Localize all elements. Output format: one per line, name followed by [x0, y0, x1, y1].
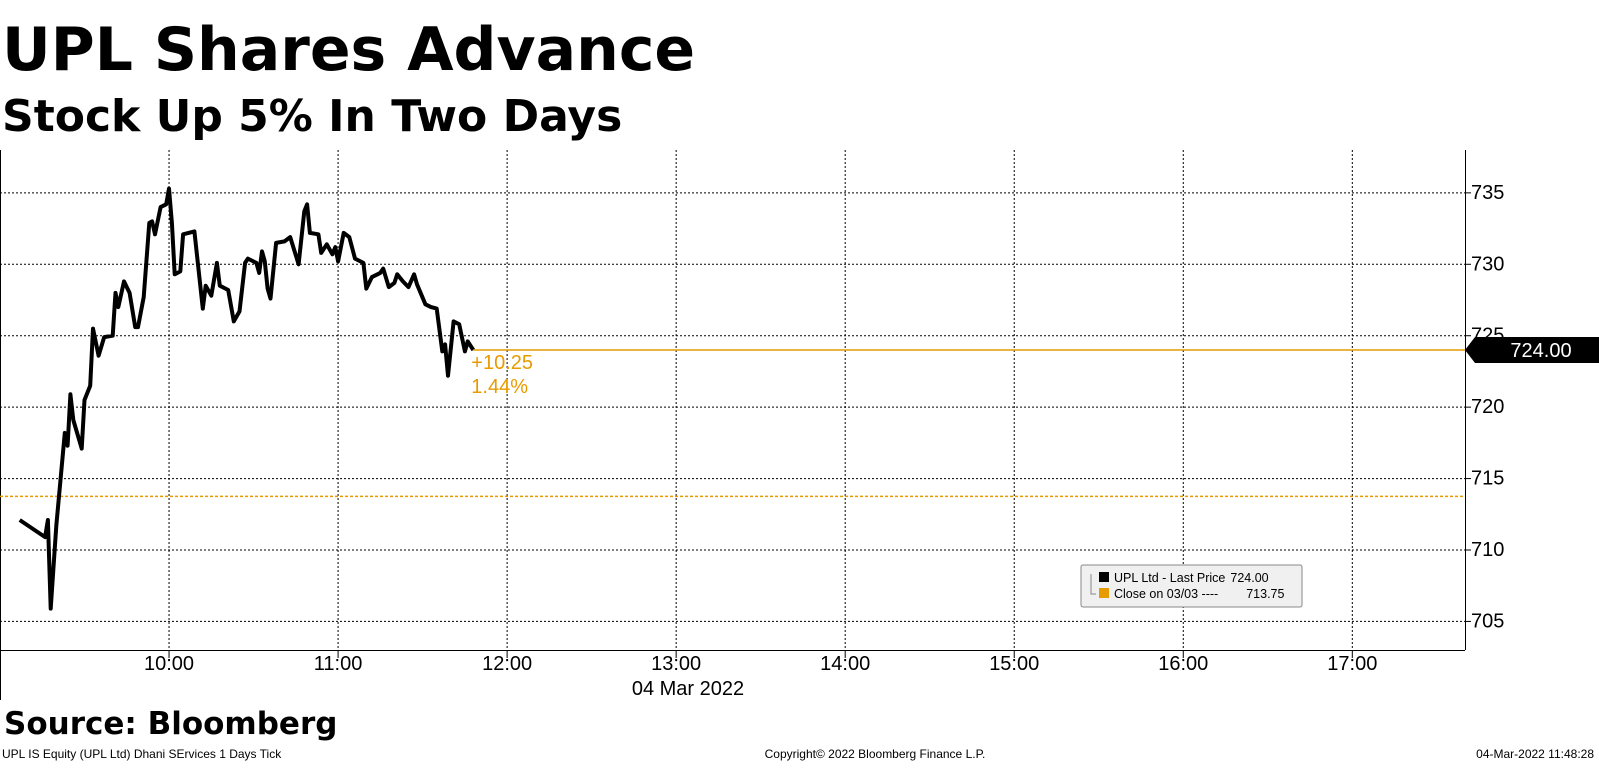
y-tick-label: 735 [1471, 182, 1504, 204]
y-tick-label: 720 [1471, 396, 1504, 418]
legend-name: Close on 03/03 ---- [1114, 587, 1218, 601]
change-label: +10.25 [471, 352, 533, 374]
legend-swatch [1099, 572, 1109, 582]
last-price-box [1465, 337, 1599, 363]
source: Source: Bloomberg [4, 706, 337, 742]
legend-swatch [1099, 588, 1109, 598]
price-line [18, 186, 475, 611]
footer-right: 04-Mar-2022 11:48:28 [1476, 747, 1594, 761]
footer-center: Copyright© 2022 Bloomberg Finance L.P. [765, 747, 986, 761]
legend-entry: UPL Ltd - Last Price 724.00 [1114, 571, 1269, 585]
x-tick-label: 17:00 [1327, 653, 1377, 675]
change-pct-label: 1.44% [471, 376, 528, 398]
x-tick-label: 15:00 [989, 653, 1039, 675]
x-tick-label: 10:00 [144, 653, 194, 675]
legend-tree [1090, 574, 1096, 595]
y-tick-label: 715 [1471, 468, 1504, 490]
x-tick-label: 12:00 [482, 653, 532, 675]
legend-entry: Close on 03/03 ---- 713.75 [1114, 587, 1284, 601]
chart-subtitle: Stock Up 5% In Two Days [2, 91, 622, 142]
legend-value: 724.00 [1230, 571, 1268, 585]
legend-value: 713.75 [1246, 587, 1284, 601]
last-price-label: 724.00 [1510, 340, 1571, 362]
y-tick-label: 705 [1471, 610, 1504, 632]
x-axis-label: 04 Mar 2022 [632, 678, 744, 700]
legend-box [1080, 564, 1303, 608]
x-tick-label: 11:00 [314, 653, 363, 675]
footer-left: UPL IS Equity (UPL Ltd) Dhani SErvices 1… [2, 747, 282, 761]
x-tick-label: 14:00 [820, 653, 870, 675]
y-tick-label: 710 [1471, 539, 1504, 561]
legend-name: UPL Ltd - Last Price [1114, 571, 1225, 585]
x-tick-label: 13:00 [651, 653, 701, 675]
x-tick-label: 16:00 [1158, 653, 1208, 675]
y-tick-label: 730 [1471, 253, 1504, 275]
chart-title: UPL Shares Advance [2, 15, 695, 85]
